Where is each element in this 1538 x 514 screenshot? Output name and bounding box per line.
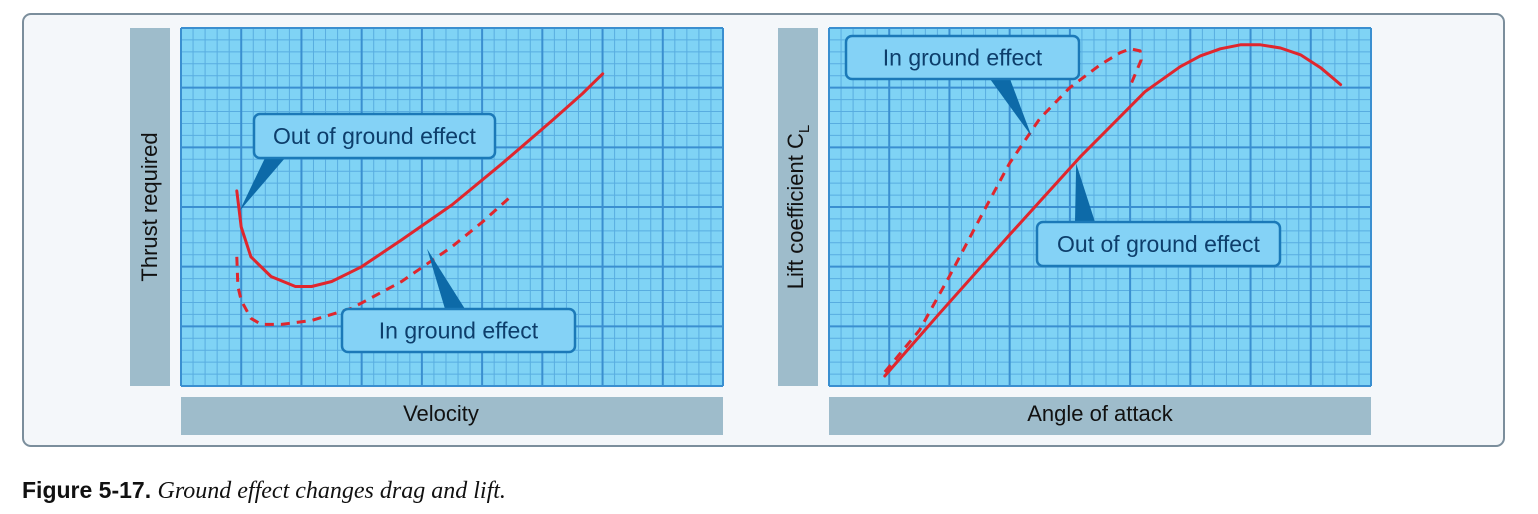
callout-label: Out of ground effect — [273, 123, 476, 149]
x-axis-label: Angle of attack — [1027, 401, 1174, 426]
callout-pointer — [1075, 163, 1095, 222]
y-axis-label-subscript: L — [796, 125, 813, 133]
callout-box — [1035, 220, 1282, 268]
callout-label: Out of ground effect — [1057, 231, 1260, 257]
figure-caption: Figure 5-17. Ground effect changes drag … — [22, 477, 506, 505]
series-line-out-of-ground-effect — [235, 72, 605, 288]
x-axis-label: Velocity — [403, 401, 479, 426]
series-line-in-ground-effect — [235, 194, 514, 326]
callout-out-of-ground-effect: Out of ground effect — [1035, 163, 1282, 268]
y-axis-band — [778, 28, 818, 386]
callout-in-ground-effect: In ground effect — [844, 34, 1081, 137]
thrust-velocity-chart: Velocity Thrust required Out of ground eff… — [130, 27, 724, 435]
lift-angle-chart: Angle of attack Lift coefficient CL In gro… — [778, 27, 1372, 435]
x-axis-band — [829, 397, 1371, 435]
callout-pointer — [427, 248, 465, 309]
callout-box — [340, 307, 577, 354]
y-axis-label-main: Lift coefficient C — [783, 133, 808, 289]
y-axis-label: Lift coefficient CL — [783, 125, 813, 289]
figure-number: Figure 5-17. — [22, 477, 152, 503]
series-line-in-ground-effect — [883, 47, 1143, 373]
callout-pointer — [990, 79, 1032, 137]
y-axis-label: Thrust required — [137, 132, 162, 281]
figure-caption-text: Ground effect changes drag and lift. — [157, 478, 506, 504]
y-axis-band — [130, 28, 170, 386]
major-grid — [828, 27, 1372, 387]
x-axis-band — [181, 397, 723, 435]
callout-label: In ground effect — [883, 45, 1043, 71]
callout-box — [252, 112, 497, 160]
series-line-out-of-ground-effect — [883, 43, 1343, 378]
callout-pointer — [239, 158, 285, 211]
major-grid — [180, 27, 724, 387]
callout-out-of-ground-effect: Out of ground effect — [239, 112, 497, 211]
callout-box — [844, 34, 1081, 81]
callout-label: In ground effect — [379, 318, 539, 344]
callout-in-ground-effect: In ground effect — [340, 248, 577, 354]
